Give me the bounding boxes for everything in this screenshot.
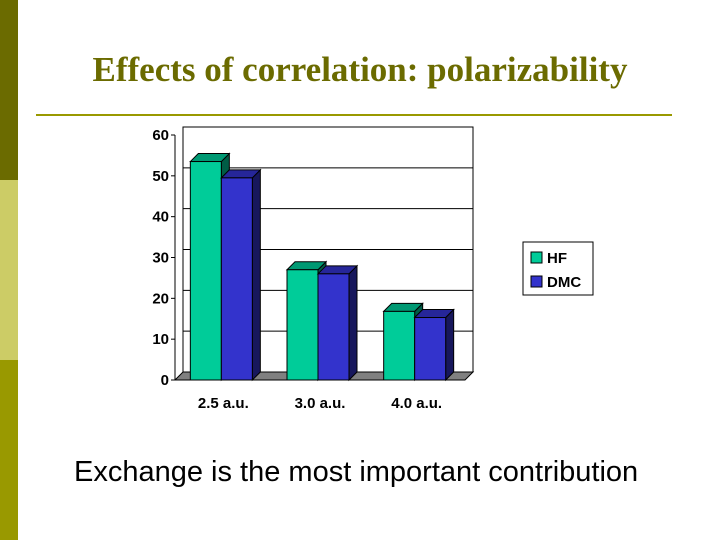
y-tick-label: 0 bbox=[161, 372, 169, 389]
bar-hf bbox=[189, 161, 222, 381]
y-tick-label: 50 bbox=[152, 168, 169, 185]
accent-stripe-middle bbox=[0, 180, 18, 360]
y-tick-label: 60 bbox=[152, 127, 169, 144]
bar-side-dmc bbox=[445, 308, 455, 382]
bar-dmc bbox=[414, 317, 447, 381]
x-tick-label: 3.0 a.u. bbox=[295, 395, 346, 412]
y-tick-label: 20 bbox=[152, 290, 169, 307]
slide-caption: Exchange is the most important contribut… bbox=[74, 456, 639, 488]
y-tick-label: 30 bbox=[152, 250, 169, 267]
accent-stripe-bottom bbox=[0, 360, 18, 540]
slide-title: Effects of correlation: polarizability bbox=[92, 50, 628, 89]
legend-label-hf: HF bbox=[547, 250, 567, 267]
polarizability-bar-chart: 0 10 20 30 40 50 60 2.5 a.u. 3.0 a.u. 4.0 a.u. HF… bbox=[152, 126, 594, 412]
x-tick-label: 2.5 a.u. bbox=[198, 395, 249, 412]
legend-label-dmc: DMC bbox=[547, 274, 581, 291]
legend-swatch-dmc bbox=[530, 275, 543, 288]
bar-side-dmc bbox=[348, 264, 358, 382]
y-tick-label: 10 bbox=[152, 331, 169, 348]
legend-swatch-hf bbox=[530, 251, 543, 264]
bar-dmc bbox=[220, 177, 253, 381]
chart-legend: HF DMC bbox=[522, 241, 594, 296]
x-tick-label: 4.0 a.u. bbox=[391, 395, 442, 412]
bar-hf bbox=[383, 310, 416, 381]
y-tick-label: 40 bbox=[152, 209, 169, 226]
bar-dmc bbox=[317, 273, 350, 381]
accent-stripe-top bbox=[0, 0, 18, 180]
bar-hf bbox=[286, 269, 319, 381]
title-divider bbox=[36, 114, 672, 116]
bar-side-dmc bbox=[251, 168, 261, 382]
